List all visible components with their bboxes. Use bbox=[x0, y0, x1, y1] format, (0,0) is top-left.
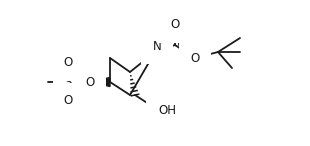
Text: O: O bbox=[85, 75, 95, 88]
Text: O: O bbox=[63, 94, 73, 107]
Text: O: O bbox=[63, 57, 73, 69]
Text: OH: OH bbox=[158, 104, 176, 117]
Text: O: O bbox=[170, 19, 179, 32]
Text: N: N bbox=[153, 40, 162, 53]
Text: O: O bbox=[190, 52, 200, 65]
Text: S: S bbox=[64, 75, 72, 88]
Polygon shape bbox=[90, 78, 110, 86]
